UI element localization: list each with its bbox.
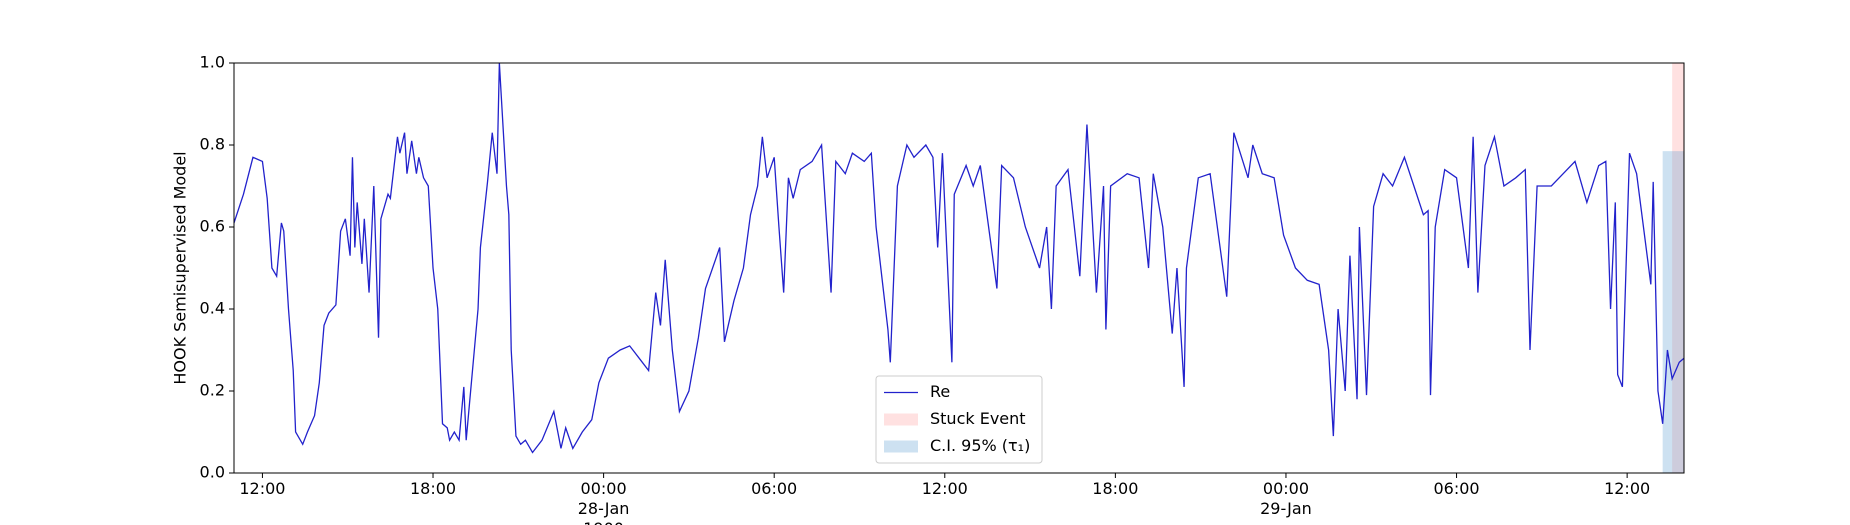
legend-label: Stuck Event bbox=[930, 409, 1026, 428]
x-tick-label: 06:00 bbox=[1433, 479, 1480, 498]
legend-label: Re bbox=[930, 382, 950, 401]
x-tick-label: 18:00 bbox=[1092, 479, 1139, 498]
y-tick-label: 0.2 bbox=[200, 381, 225, 400]
legend-label: C.I. 95% (τ₁) bbox=[930, 436, 1030, 455]
y-tick-label: 1.0 bbox=[200, 53, 225, 72]
span bbox=[1662, 151, 1684, 473]
x-tick-label: 00:00 29-Jan bbox=[1260, 479, 1312, 518]
x-tick-label: 00:00 28-Jan 1900 bbox=[577, 479, 630, 525]
y-tick-label: 0.0 bbox=[200, 463, 225, 482]
legend: Re Stuck Event C.I. 95% (τ₁) bbox=[875, 375, 1043, 464]
x-tick-label: 12:00 bbox=[921, 479, 968, 498]
legend-patch bbox=[884, 413, 918, 426]
x-tick-label: 12:00 bbox=[1604, 479, 1651, 498]
line bbox=[233, 62, 1685, 454]
y-tick-label: 0.4 bbox=[200, 299, 225, 318]
legend-box bbox=[875, 375, 1043, 464]
span bbox=[1672, 63, 1684, 473]
legend-patch bbox=[884, 440, 918, 453]
y-tick-label: 0.6 bbox=[200, 217, 225, 236]
x-tick-label: 18:00 bbox=[409, 479, 457, 498]
y-axis-label: HOOK Semisupervised Model bbox=[171, 151, 190, 384]
y-tick-label: 0.8 bbox=[200, 135, 225, 154]
x-tick-label: 06:00 bbox=[751, 479, 798, 498]
x-tick-label: 12:00 bbox=[239, 479, 286, 498]
plot-frame bbox=[233, 62, 1685, 474]
